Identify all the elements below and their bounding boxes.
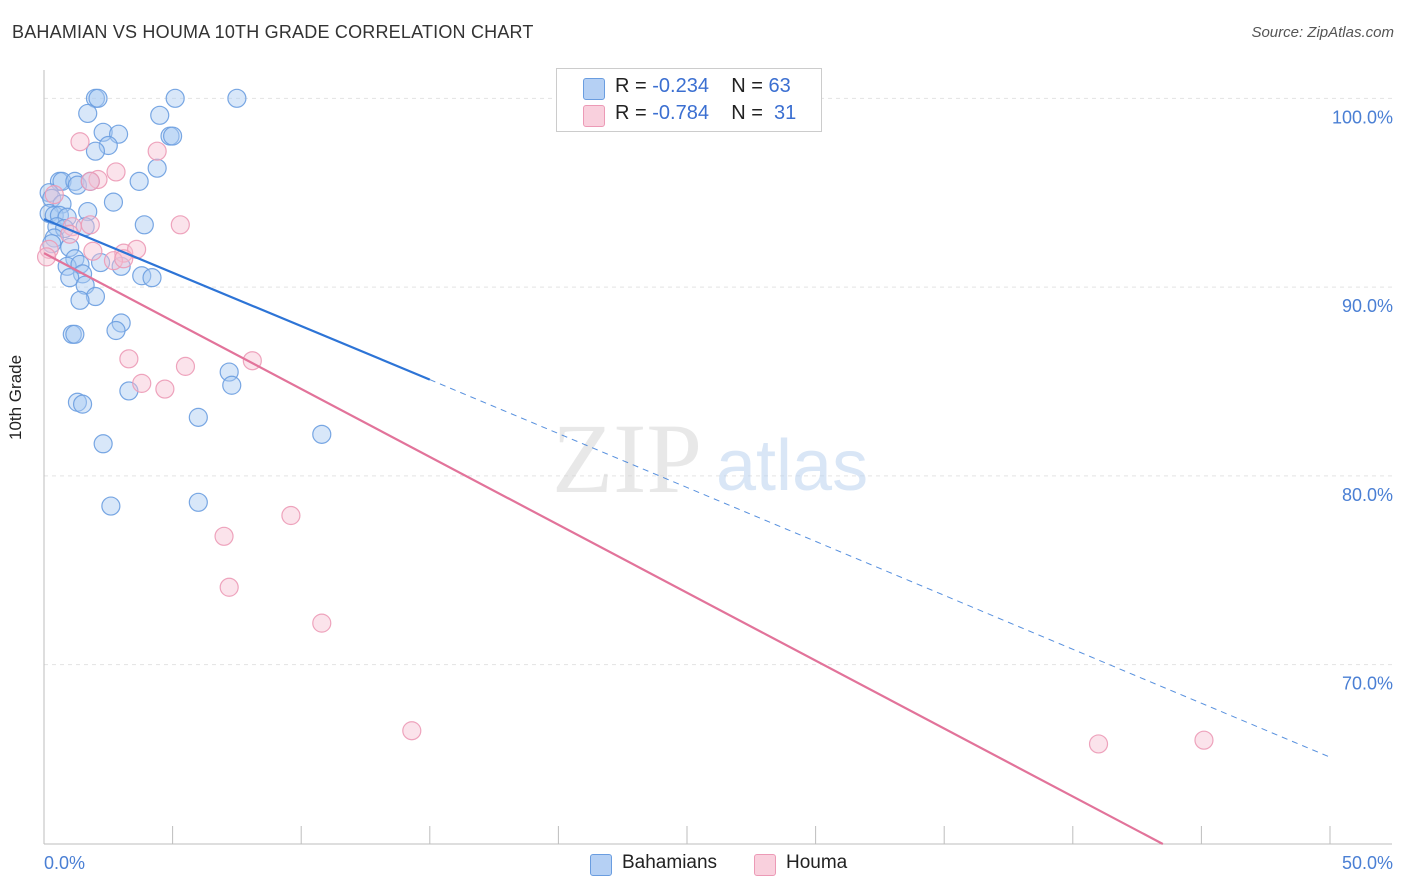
axes (43, 70, 1392, 845)
n-value: 31 (774, 102, 797, 124)
data-point-houma (402, 721, 422, 741)
watermark-zip: ZIP (552, 403, 702, 514)
data-point-houma (1088, 734, 1109, 754)
data-point-bahamians (129, 171, 149, 191)
data-point-bahamians (134, 215, 154, 235)
gridlines (44, 97, 1392, 666)
data-point-bahamians (93, 434, 113, 454)
watermark: ZIP atlas (552, 403, 868, 514)
data-point-bahamians (72, 394, 93, 414)
data-point-bahamians (222, 375, 242, 395)
data-point-bahamians (312, 424, 332, 444)
data-point-bahamians (165, 88, 185, 108)
x-tick-label: 0.0% (44, 853, 85, 873)
data-point-bahamians (67, 175, 88, 195)
y-tick-label: 80.0% (1342, 485, 1393, 505)
data-point-houma (119, 349, 139, 369)
legend-swatch-pink (754, 854, 776, 876)
r-value: -0.234 (652, 75, 709, 97)
data-point-houma (281, 505, 301, 526)
data-point-bahamians (142, 268, 162, 288)
data-point-bahamians (227, 88, 247, 108)
data-point-houma (170, 215, 190, 235)
data-point-houma (106, 162, 126, 182)
data-point-houma (83, 241, 103, 261)
data-point-houma (36, 247, 57, 267)
r-value: -0.784 (652, 102, 709, 124)
data-point-bahamians (101, 496, 121, 516)
data-point-houma (312, 613, 332, 633)
legend-label: Houma (786, 852, 848, 873)
data-point-houma (80, 171, 100, 191)
data-point-bahamians (85, 141, 106, 161)
series-bahamians (39, 88, 332, 516)
y-tick-label: 70.0% (1342, 674, 1393, 694)
data-point-bahamians (106, 320, 126, 341)
r-label: R = (615, 102, 647, 124)
trend-lines (43, 218, 1331, 845)
chart-title: BAHAMIAN VS HOUMA 10TH GRADE CORRELATION… (12, 22, 534, 42)
series-houma (36, 132, 1214, 754)
trend-line-bahamians (43, 218, 431, 381)
r-label: R = (615, 75, 647, 97)
data-point-houma (88, 169, 108, 190)
data-point-bahamians (78, 103, 98, 124)
data-point-houma (219, 577, 239, 597)
data-point-houma (44, 184, 64, 205)
data-point-bahamians (188, 492, 208, 512)
n-label: N = (731, 102, 763, 124)
legend-swatch-blue (590, 854, 612, 876)
data-point-bahamians (163, 126, 183, 146)
data-point-houma (70, 132, 90, 152)
data-point-bahamians (147, 158, 167, 178)
y-tick-label: 90.0% (1342, 296, 1393, 316)
data-point-bahamians (88, 88, 108, 108)
data-point-houma (132, 373, 152, 393)
watermark-atlas: atlas (716, 426, 868, 506)
tick-labels: 100.0% 90.0% 80.0% 70.0% 0.0% 50.0% (44, 107, 1393, 873)
data-point-bahamians (103, 192, 124, 212)
n-value: 63 (768, 75, 791, 97)
n-label: N = (731, 75, 763, 97)
data-point-houma (80, 215, 100, 235)
trend-line-houma (43, 252, 1164, 845)
data-point-bahamians (65, 249, 85, 269)
data-point-houma (147, 141, 167, 161)
x-tick-label: 50.0% (1342, 853, 1393, 873)
y-tick-label: 100.0% (1332, 107, 1393, 127)
legend-label: Bahamians (622, 852, 718, 873)
data-point-bahamians (60, 268, 80, 288)
data-point-houma (1194, 730, 1214, 750)
legend-swatch-blue (583, 78, 605, 100)
data-point-bahamians (85, 286, 106, 307)
stats-legend: R = -0.234 N = 63 R = -0.784 N = 31 (556, 68, 822, 132)
data-point-houma (155, 379, 175, 399)
trend-line-bahamians-extension (429, 379, 1331, 758)
legend-swatch-pink (583, 105, 605, 127)
data-point-houma (175, 356, 196, 376)
data-point-bahamians (60, 237, 80, 258)
data-point-bahamians (188, 407, 208, 427)
data-point-bahamians (150, 105, 170, 125)
source-label: Source: ZipAtlas.com (1251, 24, 1394, 41)
data-point-bahamians (70, 290, 90, 310)
data-point-bahamians (65, 324, 85, 344)
data-point-houma (214, 526, 234, 546)
